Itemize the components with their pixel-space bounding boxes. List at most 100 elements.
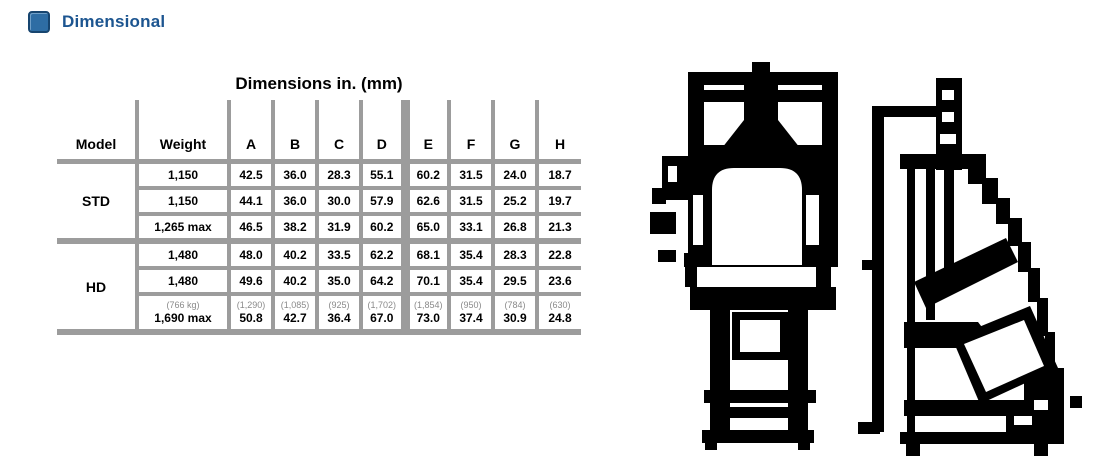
dimension-cell: (1,702) 67.0 <box>359 294 405 335</box>
dimension-cell: 30.0 <box>315 188 361 216</box>
dimension-cell: 36.0 <box>271 188 317 216</box>
dimension-cell: 35.4 <box>447 241 493 270</box>
weight-cell: 1,150 <box>135 161 229 190</box>
metric-note: (1,085) <box>280 300 310 310</box>
metric-note: (784) <box>504 300 526 310</box>
dimension-cell: 40.2 <box>271 268 317 296</box>
machine-side-view-drawing <box>856 70 1086 460</box>
side-view-svg <box>858 78 1082 456</box>
dimension-cell: 64.2 <box>359 268 405 296</box>
weight-cell: 1,480 <box>135 241 229 270</box>
cell-value: 67.0 <box>370 311 394 325</box>
dimension-cell: 65.0 <box>400 214 449 244</box>
cell-value: 24.8 <box>548 311 572 325</box>
dimension-cell: 48.0 <box>227 241 273 270</box>
dimension-cell: (1,854) 73.0 <box>400 294 449 335</box>
metric-note: (766 kg) <box>166 300 200 310</box>
machine-front-view-drawing <box>648 60 848 450</box>
table-row: STD 1,150 42.5 36.0 28.3 55.1 60.2 31.5 24.0 18.7 <box>57 161 581 244</box>
table-title: Dimensions in. (mm) <box>235 74 403 93</box>
dimension-cell: (1,290) 50.8 <box>227 294 273 335</box>
column-header-g: G <box>491 100 537 164</box>
cell-value: 36.4 <box>327 311 351 325</box>
table-row: (766 kg) 1,690 max (1,290) 50.8 (1,085) 42.7(… <box>57 294 581 335</box>
metric-note: (950) <box>460 300 482 310</box>
dimension-cell: 49.6 <box>227 268 273 296</box>
group-label: STD <box>57 161 137 244</box>
dimension-cell: 62.6 <box>400 188 449 216</box>
dimension-cell: 46.5 <box>227 214 273 244</box>
dimension-cell: 68.1 <box>400 241 449 270</box>
cell-value: 73.0 <box>416 311 440 325</box>
column-header-f: F <box>447 100 493 164</box>
dimension-cell: 24.0 <box>491 161 537 190</box>
cell-value: 42.7 <box>283 311 307 325</box>
dimension-cell: (950) 37.4 <box>447 294 493 335</box>
dimension-cell: 35.4 <box>447 268 493 296</box>
cell-value: 30.9 <box>503 311 527 325</box>
weight-cell: (766 kg) 1,690 max <box>135 294 229 335</box>
section-header: Dimensional <box>28 11 165 33</box>
dimension-cell: 33.1 <box>447 214 493 244</box>
column-header-model: Model <box>57 100 137 164</box>
table-row: 1,480 49.6 40.2 35.0 64.2 70.1 35.4 29.5 23.6 <box>57 268 581 296</box>
dimensions-table: Model Weight A B C D E F G H STD 1,150 42.5 36.0 28.3… <box>57 100 581 335</box>
column-header-a: A <box>227 100 273 164</box>
group-label: HD <box>57 241 137 335</box>
front-view-svg <box>650 62 838 450</box>
dimension-cell: 28.3 <box>491 241 537 270</box>
dimension-cell: 31.9 <box>315 214 361 244</box>
dimension-cell: 33.5 <box>315 241 361 270</box>
dimension-cell: 18.7 <box>535 161 581 190</box>
dimension-cell: 36.0 <box>271 161 317 190</box>
dimension-cell: 44.1 <box>227 188 273 216</box>
dimension-cell: 55.1 <box>359 161 405 190</box>
dimensions-table-body: STD 1,150 42.5 36.0 28.3 55.1 60.2 31.5 24.0 18.7… <box>57 161 581 335</box>
metric-note: (630) <box>549 300 571 310</box>
metric-note: (1,290) <box>236 300 266 310</box>
column-header-e: E <box>400 100 449 164</box>
column-header-h: H <box>535 100 581 164</box>
table-header-row: Model Weight A B C D E F G H <box>57 100 581 164</box>
dimension-cell: 28.3 <box>315 161 361 190</box>
dimension-cell: 42.5 <box>227 161 273 190</box>
dimension-cell: 26.8 <box>491 214 537 244</box>
weight-cell: 1,265 max <box>135 214 229 244</box>
dimension-cell: 70.1 <box>400 268 449 296</box>
dimension-cell: 21.3 <box>535 214 581 244</box>
dimension-cell: 57.9 <box>359 188 405 216</box>
dimension-cell: 22.8 <box>535 241 581 270</box>
column-header-d: D <box>359 100 405 164</box>
table-row: 1,150 44.1 36.0 30.0 57.9 62.6 31.5 25.2 19.7 <box>57 188 581 216</box>
table-row: HD 1,480 48.0 40.2 33.5 62.2 68.1 35.4 28.3 22.8 <box>57 241 581 335</box>
table-row: 1,265 max 46.5 38.2 31.9 60.2 65.0 33.1 26.8 21.… <box>57 214 581 244</box>
metric-note: (925) <box>328 300 350 310</box>
dimension-cell: 62.2 <box>359 241 405 270</box>
dimension-cell: 60.2 <box>359 214 405 244</box>
weight-cell: 1,480 <box>135 268 229 296</box>
dimension-cell: (784) 30.9 <box>491 294 537 335</box>
dimension-cell: (630) 24.8 <box>535 294 581 335</box>
metric-note: (1,702) <box>367 300 397 310</box>
dimension-cell: 31.5 <box>447 161 493 190</box>
cell-value: 50.8 <box>239 311 263 325</box>
dimension-cell: 35.0 <box>315 268 361 296</box>
dimension-cell: 19.7 <box>535 188 581 216</box>
dimension-cell: 40.2 <box>271 241 317 270</box>
metric-note: (1,854) <box>413 300 443 310</box>
dimension-cell: 31.5 <box>447 188 493 216</box>
cell-value: 37.4 <box>459 311 483 325</box>
blue-square-icon <box>28 11 50 33</box>
dimension-cell: 29.5 <box>491 268 537 296</box>
cell-value: 1,690 max <box>154 311 212 325</box>
column-header-b: B <box>271 100 317 164</box>
dimension-cell: 25.2 <box>491 188 537 216</box>
column-header-c: C <box>315 100 361 164</box>
column-header-weight: Weight <box>135 100 229 164</box>
dimension-cell: (925) 36.4 <box>315 294 361 335</box>
dimension-cell: 23.6 <box>535 268 581 296</box>
dimension-cell: 60.2 <box>400 161 449 190</box>
dimension-cell: (1,085) 42.7 <box>271 294 317 335</box>
dimensions-table-section: Dimensions in. (mm) Model Weight A B C D E F G H … <box>57 72 581 335</box>
section-title: Dimensional <box>62 12 166 31</box>
